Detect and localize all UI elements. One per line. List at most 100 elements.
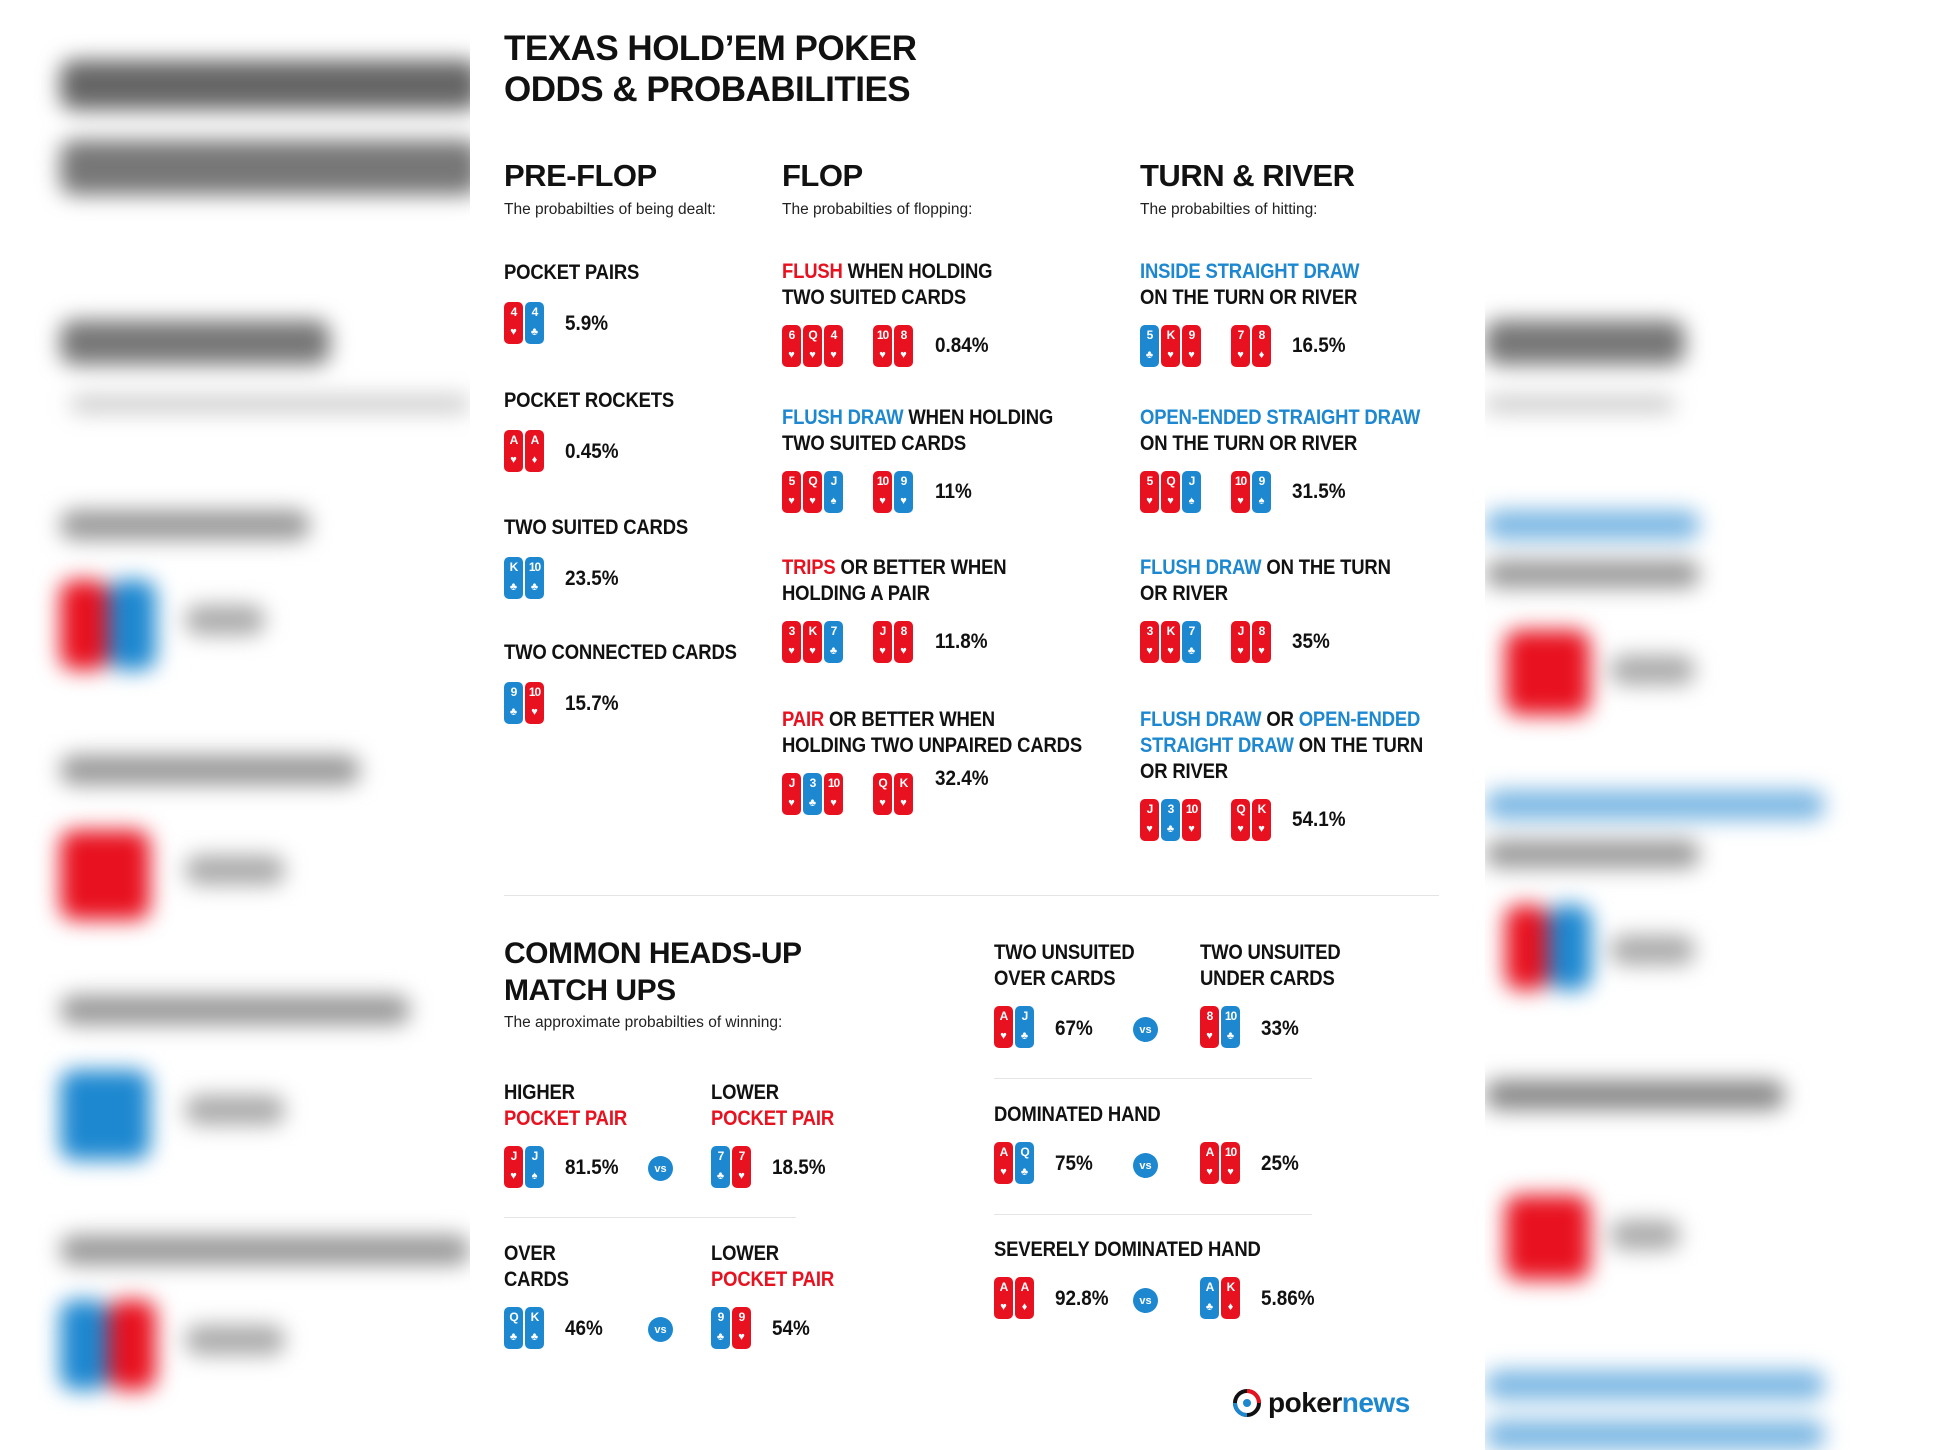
card-suit-icon: ♥ [788,645,795,657]
label-text: OVER CARDS [994,967,1116,990]
turn-river-heading: TURN & RIVER [1140,158,1355,193]
flop-item-label: TWO SUITED CARDS [782,431,966,457]
playing-card: K ♥ [1252,799,1271,841]
card-suit-icon: ♥ [1258,823,1265,835]
card-rank: 8 [1258,624,1266,638]
playing-card: 10 ♥ [1231,471,1250,513]
card-suit-icon: ♥ [879,797,886,809]
card-suit-icon: ♥ [1237,645,1244,657]
playing-card: 4 ♣ [525,302,544,344]
card-suit-icon: ♣ [530,326,539,338]
card-suit-icon: ♥ [1167,495,1174,507]
card-suit-icon: ♥ [788,349,795,361]
flop-item-label: HOLDING A PAIR [782,581,930,607]
matchup-probability: 46% [565,1317,603,1340]
card-rank: 10 [1234,474,1247,488]
label-text: OR BETTER WHEN [835,556,1007,579]
vs-badge: vs [1133,1017,1158,1042]
card-rank: 10 [876,328,889,342]
playing-card: 3 ♣ [803,773,822,815]
card-rank: 10 [1224,1145,1237,1159]
turn-river-probability: 54.1% [1292,808,1346,831]
flop-item-label: TRIPS OR BETTER WHEN [782,555,1007,581]
card-suit-icon: ♥ [900,797,907,809]
playing-card: J ♥ [782,773,801,815]
playing-card: K ♥ [1161,325,1180,367]
label-text: TWO UNSUITED [1200,941,1341,964]
card-suit-icon: ♥ [879,495,886,507]
headsup-subtitle: The approximate probabilties of winning: [504,1014,783,1031]
card-suit-icon: ♥ [1146,495,1153,507]
label-text: INSIDE STRAIGHT DRAW [1140,260,1360,283]
flop-item-label: FLUSH WHEN HOLDING [782,259,993,285]
card-suit-icon: ♥ [1258,645,1265,657]
card-rank: 9 [738,1310,746,1324]
flop-heading: FLOP [782,158,863,193]
label-text: DOMINATED HAND [994,1103,1161,1126]
card-hand: J ♥ 3 ♣ 10 ♥ [782,773,843,815]
card-rank: Q [878,776,887,790]
playing-card: 8 ♥ [1252,621,1271,663]
playing-card: 10 ♥ [824,773,843,815]
label-text: PAIR [782,708,825,731]
card-hand: 5 ♥ Q ♥ J ♠ [1140,471,1201,513]
card-rank: 7 [830,624,838,638]
matchup-probability: 33% [1261,1017,1299,1040]
card-hand: J ♥ 3 ♣ 10 ♥ [1140,799,1201,841]
playing-card: Q ♥ [803,325,822,367]
label-text: WHEN HOLDING [842,260,993,283]
playing-card: Q ♥ [803,471,822,513]
playing-card: 10 ♣ [525,557,544,599]
card-suit-icon: ♣ [509,581,518,593]
logo-text-news: news [1341,1387,1411,1418]
card-suit-icon: ♥ [1206,1030,1213,1042]
label-text: OR BETTER WHEN [824,708,995,731]
card-hand: 5 ♥ Q ♥ J ♠ [782,471,843,513]
turn-river-item-label: FLUSH DRAW OR OPEN-ENDED [1140,707,1420,733]
card-hand: 5 ♣ K ♥ 9 ♥ [1140,325,1201,367]
label-text: TWO UNSUITED [994,941,1135,964]
label-text: FLUSH DRAW [1140,708,1262,731]
matchup-probability: 18.5% [772,1156,826,1179]
card-rank: 9 [1188,328,1196,342]
playing-card: 5 ♥ [1140,471,1159,513]
matchup-label: HIGHER [504,1080,575,1106]
playing-card: J ♥ [504,1146,523,1188]
vs-badge: vs [648,1156,673,1181]
card-suit-icon: ♣ [509,706,518,718]
playing-card: A ♥ [994,1277,1013,1319]
card-hand: J ♥ J ♠ [504,1146,544,1188]
playing-card: K ♥ [1161,621,1180,663]
card-hand: 7 ♥ 8 ♦ [1231,325,1271,367]
label-text: OVER [504,1242,556,1265]
matchup-label: TWO UNSUITED [1200,940,1341,966]
card-rank: Q [1020,1145,1029,1159]
card-rank: 9 [900,474,908,488]
blurred-background-left [0,0,470,1450]
playing-card: A ♣ [1200,1277,1219,1319]
card-suit-icon: ♥ [809,495,816,507]
playing-card: 4 ♥ [824,325,843,367]
pokernews-logo[interactable]: pokernews [1232,1387,1410,1419]
card-suit-icon: ♥ [738,1170,745,1182]
card-suit-icon: ♥ [1000,1166,1007,1178]
turn-river-item-label: OR RIVER [1140,581,1228,607]
turn-river-item-label: OPEN-ENDED STRAIGHT DRAW [1140,405,1420,431]
label-text: ON THE TURN OR RIVER [1140,286,1358,309]
label-text: TWO CONNECTED CARDS [504,641,737,664]
vs-badge: vs [1133,1288,1158,1313]
card-suit-icon: ♥ [1167,645,1174,657]
card-rank: 10 [827,776,840,790]
card-rank: 3 [1167,802,1175,816]
flop-item-label: PAIR OR BETTER WHEN [782,707,995,733]
card-suit-icon: ♥ [788,797,795,809]
turn-river-item-label: STRAIGHT DRAW ON THE TURN [1140,733,1423,759]
preflop-subtitle: The probabilties of being dealt: [504,201,716,218]
card-rank: 7 [1188,624,1196,638]
card-suit-icon: ♣ [808,797,817,809]
card-suit-icon: ♥ [1146,645,1153,657]
card-rank: J [830,474,838,488]
card-suit-icon: ♦ [1021,1301,1028,1313]
card-rank: 10 [876,474,889,488]
preflop-heading: PRE-FLOP [504,158,657,193]
